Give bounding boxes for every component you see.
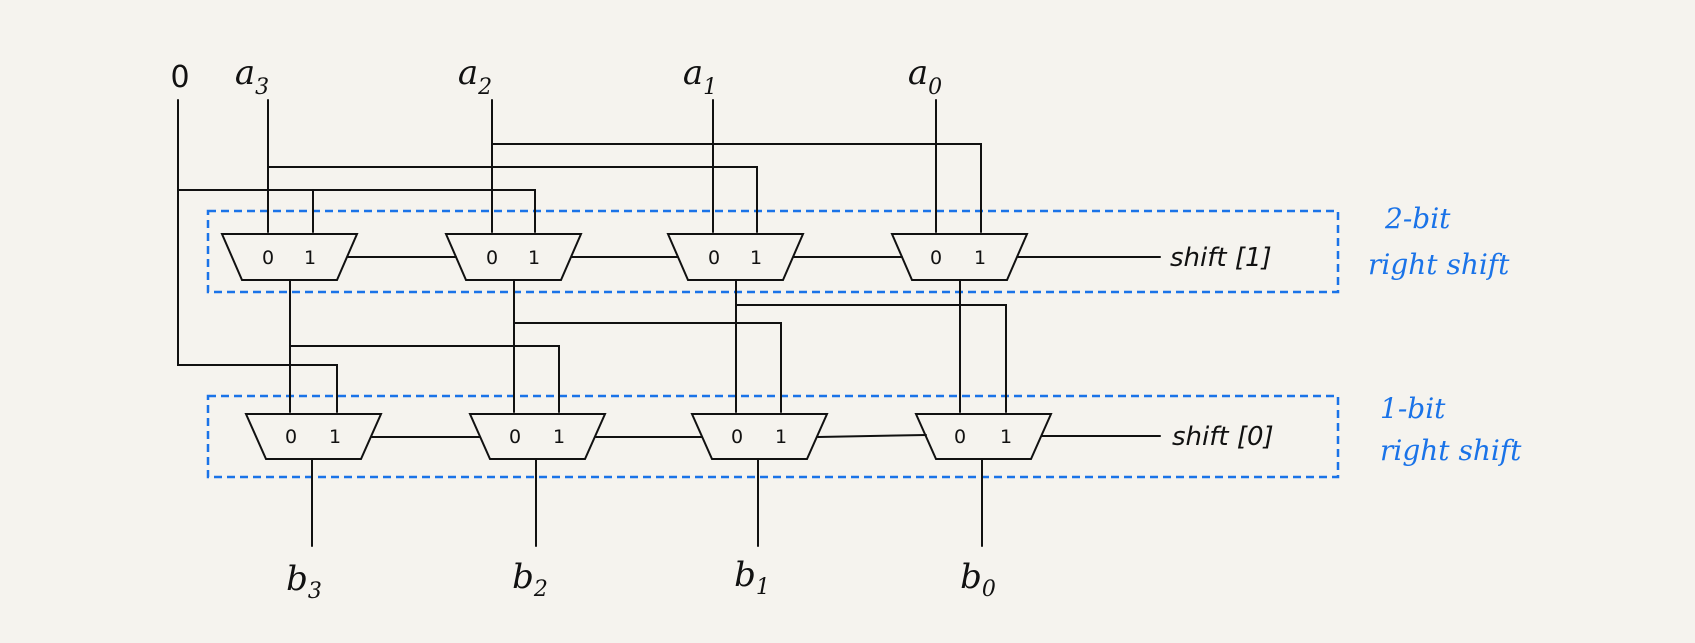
mux-top-1-in0: 0 — [708, 247, 720, 269]
output-b0-label: b0 — [960, 557, 996, 602]
mux-top-1-in1: 1 — [750, 247, 762, 269]
mux-top-3-body — [220, 233, 359, 281]
mux-top-3: 0 1 — [220, 233, 359, 281]
input-zero-label: 0 — [170, 60, 189, 95]
mid-stage-wiring — [289, 279, 1007, 413]
bottom-ctrl-seg3 — [817, 434, 927, 438]
input-a2-label: a2 — [458, 53, 492, 100]
input-a1-label: a1 — [683, 53, 717, 100]
top-stage-wiring — [177, 99, 982, 413]
mux-bottom-2-in1: 1 — [553, 426, 565, 448]
mux-bottom-0-body — [914, 413, 1053, 460]
mux-bottom-3-in1: 1 — [329, 426, 341, 448]
mux-bottom-0-in0: 0 — [954, 426, 966, 448]
m2-to-bottom-mux1 — [513, 322, 782, 413]
mux-top-0-body — [890, 233, 1029, 281]
mux-bottom-2: 0 1 — [468, 413, 607, 460]
a3-to-mux1-top — [267, 166, 758, 233]
m3-to-bottom-mux2 — [289, 345, 560, 413]
output-b2-label: b2 — [512, 557, 548, 602]
mux-bottom-3-body — [244, 413, 383, 460]
mux-top-3-in1: 1 — [304, 247, 316, 269]
mux-bottom-0-in1: 1 — [1000, 426, 1012, 448]
bottom-stage-note-line1: 1-bit — [1380, 392, 1446, 425]
mux-top-1: 0 1 — [666, 233, 805, 281]
mux-bottom-3: 0 1 — [244, 413, 383, 460]
output-b3-label: b3 — [286, 559, 322, 604]
mux-bottom-2-body — [468, 413, 607, 460]
mux-top-0: 0 1 — [890, 233, 1029, 281]
output-b1-label: b1 — [734, 555, 770, 600]
mux-bottom-2-in0: 0 — [509, 426, 521, 448]
bottom-control-label: shift [0] — [1172, 422, 1274, 452]
mux-bottom-1-in1: 1 — [775, 426, 787, 448]
top-stage-note-line1: 2-bit — [1384, 202, 1451, 235]
zero-wire — [177, 99, 338, 413]
mux-bottom-1-body — [690, 413, 829, 460]
mux-bottom-1-in0: 0 — [731, 426, 743, 448]
input-a3-label: a3 — [235, 53, 269, 100]
top-control-label: shift [1] — [1170, 243, 1272, 273]
mux-top-3-in0: 0 — [262, 247, 274, 269]
stage-1bit-box — [206, 394, 1340, 479]
zero-to-mux2-top — [177, 189, 536, 233]
mux-top-0-in0: 0 — [930, 247, 942, 269]
mux-top-2-body — [444, 233, 583, 281]
mux-top-2-in1: 1 — [528, 247, 540, 269]
a2-to-mux0-top — [491, 143, 982, 233]
stage-2bit-box — [206, 209, 1340, 294]
mux-top-0-in1: 1 — [974, 247, 986, 269]
mux-top-2: 0 1 — [444, 233, 583, 281]
top-stage-note-line2: right shift — [1368, 248, 1510, 281]
input-a0-label: a0 — [908, 53, 942, 100]
mux-bottom-1: 0 1 — [690, 413, 829, 460]
mux-top-1-body — [666, 233, 805, 281]
mux-top-2-in0: 0 — [486, 247, 498, 269]
bottom-stage-note-line2: right shift — [1380, 434, 1522, 467]
mux-bottom-0: 0 1 — [914, 413, 1053, 460]
mux-bottom-3-in0: 0 — [285, 426, 297, 448]
m1-to-bottom-mux0 — [735, 304, 1007, 413]
